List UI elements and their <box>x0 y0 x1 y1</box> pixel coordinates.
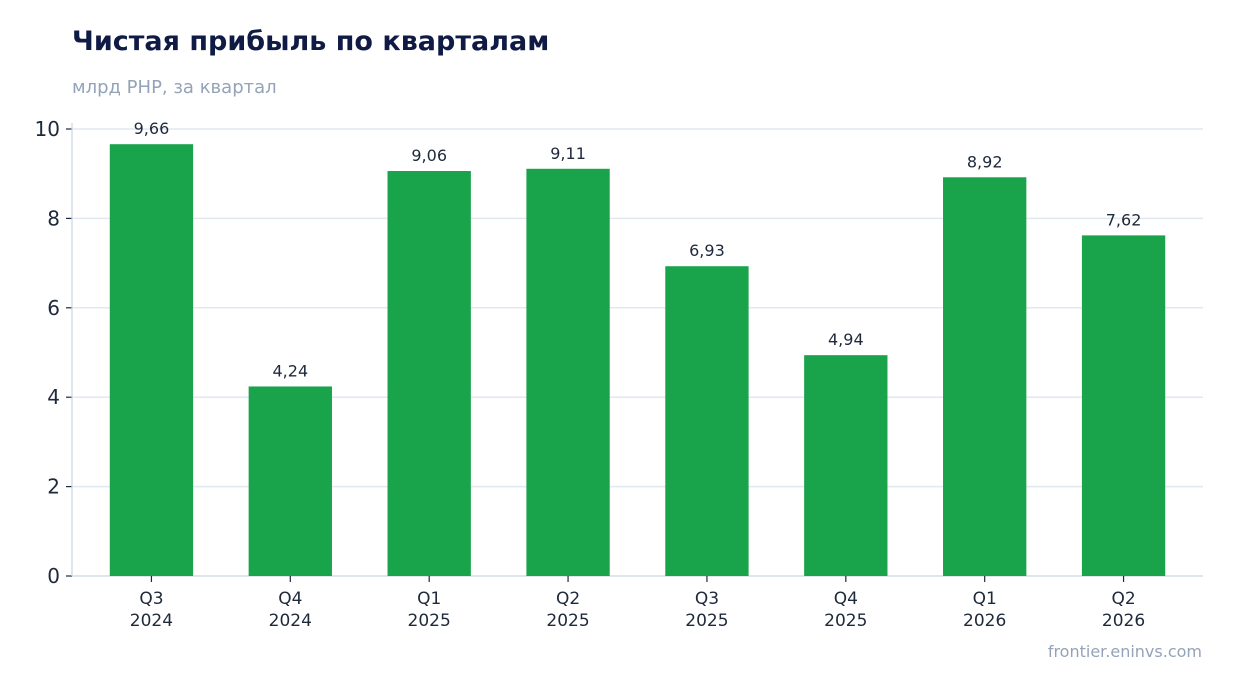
x-tick-label-quarter: Q4 <box>278 589 302 609</box>
chart-subtitle: млрд РНР, за квартал <box>72 77 277 98</box>
y-tick-label: 2 <box>47 475 60 499</box>
value-labels: 9,66 4,24 9,06 9,11 6,93 4,94 8,92 7,62 <box>134 119 1142 380</box>
x-tick-label-quarter: Q1 <box>417 589 441 609</box>
x-tick-label-quarter: Q2 <box>1111 589 1135 609</box>
y-tick-label: 8 <box>47 206 60 230</box>
y-tick-label: 0 <box>47 564 60 588</box>
x-tick-label-quarter: Q4 <box>834 589 858 609</box>
x-tick-label-quarter: Q2 <box>556 589 580 609</box>
bars <box>109 144 1166 577</box>
x-tick-label-year: 2025 <box>685 611 728 631</box>
bar <box>248 386 332 576</box>
bar <box>109 144 194 576</box>
y-tick-label: 10 <box>35 117 60 141</box>
bar <box>387 171 471 576</box>
bar <box>804 355 888 576</box>
x-tick-label-quarter: Q3 <box>695 589 719 609</box>
x-tick-label-year: 2025 <box>408 611 451 631</box>
y-tick-label: 6 <box>47 296 60 320</box>
x-tick-label-year: 2024 <box>269 611 312 631</box>
chart-title: Чистая прибыль по кварталам <box>72 26 550 57</box>
y-tick-label: 4 <box>47 385 60 409</box>
value-label: 9,06 <box>411 146 447 165</box>
bar <box>526 168 610 576</box>
source-link: frontier.eninvs.com <box>1047 642 1202 661</box>
x-tick-label-year: 2024 <box>130 611 173 631</box>
value-label: 6,93 <box>689 241 725 260</box>
bar <box>665 266 749 576</box>
value-label: 4,24 <box>273 361 309 380</box>
x-tick-label-year: 2025 <box>546 611 589 631</box>
x-tick-label-year: 2026 <box>1102 611 1145 631</box>
value-label: 8,92 <box>967 152 1003 171</box>
tick-labels: 0246810Q32024Q42024Q12025Q22025Q32025Q42… <box>35 117 1146 631</box>
value-label: 4,94 <box>828 330 864 349</box>
bar <box>1081 235 1166 577</box>
x-tick-label-year: 2026 <box>963 611 1006 631</box>
grid-lines <box>72 128 1203 488</box>
x-tick-label-year: 2025 <box>824 611 867 631</box>
value-label: 9,66 <box>134 119 170 138</box>
axes <box>66 123 1203 582</box>
value-label: 7,62 <box>1106 210 1142 229</box>
x-tick-label-quarter: Q3 <box>139 589 163 609</box>
bar <box>943 177 1027 576</box>
value-label: 9,11 <box>550 144 586 163</box>
x-tick-label-quarter: Q1 <box>973 589 997 609</box>
